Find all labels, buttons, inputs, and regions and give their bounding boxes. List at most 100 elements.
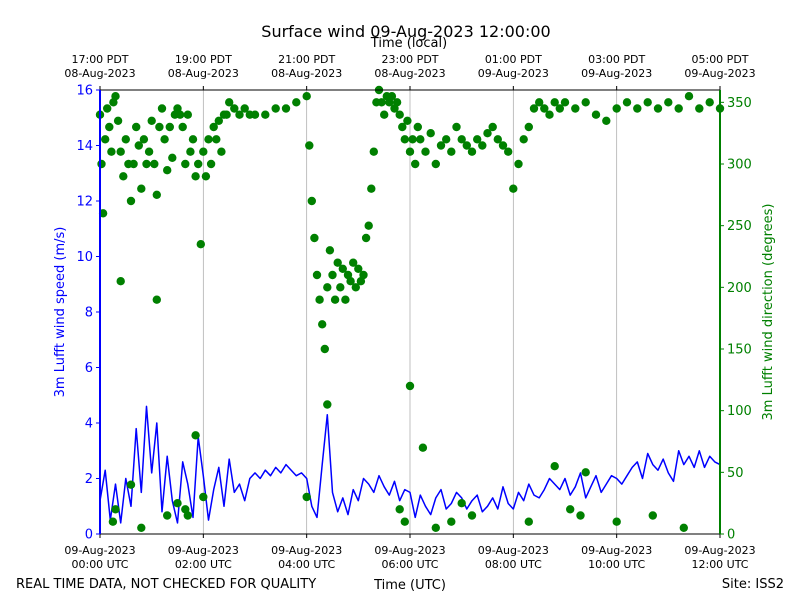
direction-point [431, 159, 440, 169]
direction-point [333, 258, 342, 267]
direction-point [514, 159, 523, 169]
bottom-tick-date: 09-Aug-2023 [684, 544, 755, 557]
direction-point [111, 92, 120, 101]
direction-point [302, 492, 311, 502]
right-tick-label: 350 [727, 96, 752, 111]
direction-point [111, 505, 120, 514]
direction-point [571, 104, 580, 113]
right-axis-label: 3m Lufft wind direction (degrees) [761, 204, 776, 421]
direction-series [95, 85, 725, 532]
direction-point [467, 147, 477, 156]
direction-point [421, 147, 430, 156]
direction-point [126, 196, 136, 206]
direction-point [411, 159, 420, 169]
direction-point [225, 98, 234, 107]
direction-point [152, 190, 161, 199]
direction-point [442, 135, 451, 144]
direction-point [318, 320, 327, 329]
direction-point [387, 92, 397, 101]
direction-point [581, 468, 590, 477]
direction-point [160, 135, 169, 144]
left-ticks: 0 2 4 6 8 10 12 14 16 [76, 84, 100, 543]
direction-point [310, 233, 319, 243]
direction-point [447, 517, 456, 526]
right-tick-label: 50 [727, 466, 744, 481]
direction-point [168, 153, 177, 162]
bottom-tick-date: 09-Aug-2023 [581, 544, 652, 557]
direction-point [320, 344, 329, 354]
direction-point [695, 104, 704, 113]
direction-point [183, 511, 192, 520]
direction-point [108, 517, 118, 526]
direction-point [305, 141, 314, 150]
direction-point [137, 184, 146, 193]
direction-point [129, 159, 138, 169]
direction-point [367, 184, 376, 193]
direction-point [312, 270, 322, 280]
top-tick-time: 17:00 PDT [71, 53, 128, 66]
direction-point [201, 172, 211, 181]
direction-point [405, 381, 415, 391]
direction-point [457, 499, 466, 508]
direction-point [346, 277, 355, 286]
direction-point [191, 431, 200, 440]
direction-point [488, 122, 497, 132]
direction-point [550, 98, 559, 107]
right-tick-label: 250 [727, 219, 752, 234]
direction-point [354, 264, 363, 273]
direction-point [214, 116, 223, 126]
direction-point [653, 104, 663, 113]
direction-point [413, 122, 422, 132]
direction-point [555, 104, 564, 113]
top-tick-time: 01:00 PDT [485, 53, 542, 66]
top-tick-time: 03:00 PDT [588, 53, 645, 66]
direction-point [462, 141, 471, 150]
left-tick-label: 16 [76, 84, 93, 99]
direction-point [250, 110, 260, 119]
direction-point [509, 184, 518, 193]
bottom-tick-time: 06:00 UTC [381, 558, 438, 571]
direction-point [535, 98, 544, 107]
direction-point [113, 116, 123, 126]
direction-point [403, 116, 412, 126]
right-tick-label: 0 [727, 528, 735, 543]
direction-point [622, 98, 632, 107]
direction-point [416, 135, 425, 144]
direction-point [206, 159, 216, 169]
direction-point [483, 129, 492, 138]
left-tick-label: 6 [85, 361, 93, 376]
direction-point [504, 147, 513, 156]
direction-point [493, 135, 502, 144]
top-tick-time: 21:00 PDT [278, 53, 335, 66]
direction-point [431, 523, 440, 532]
left-tick-label: 12 [76, 195, 93, 210]
bottom-tick-date: 09-Aug-2023 [64, 544, 135, 557]
direction-point [602, 116, 611, 126]
direction-point [157, 104, 167, 113]
direction-point [377, 98, 386, 107]
right-ticks: 0 50 100 150 200 250 300 350 [720, 96, 752, 543]
direction-point [560, 98, 570, 107]
direction-point [191, 172, 200, 181]
direction-point [591, 110, 601, 119]
top-tick-date: 08-Aug-2023 [271, 67, 342, 80]
direction-point [341, 295, 350, 304]
direction-point [684, 92, 694, 101]
direction-point [261, 110, 270, 119]
direction-point [473, 135, 482, 144]
right-tick-label: 150 [727, 343, 752, 358]
direction-point [105, 122, 114, 132]
left-axis-label: 3m Lufft wind speed (m/s) [53, 227, 68, 398]
direction-point [281, 104, 291, 113]
direction-point [271, 104, 280, 113]
top-tick-date: 08-Aug-2023 [64, 67, 135, 80]
right-tick-label: 200 [727, 281, 752, 296]
direction-point [705, 98, 714, 107]
direction-point [351, 283, 360, 292]
direction-point [359, 270, 368, 280]
direction-point [302, 92, 311, 101]
direction-point [392, 98, 402, 107]
direction-point [325, 246, 335, 255]
direction-point [163, 166, 172, 175]
